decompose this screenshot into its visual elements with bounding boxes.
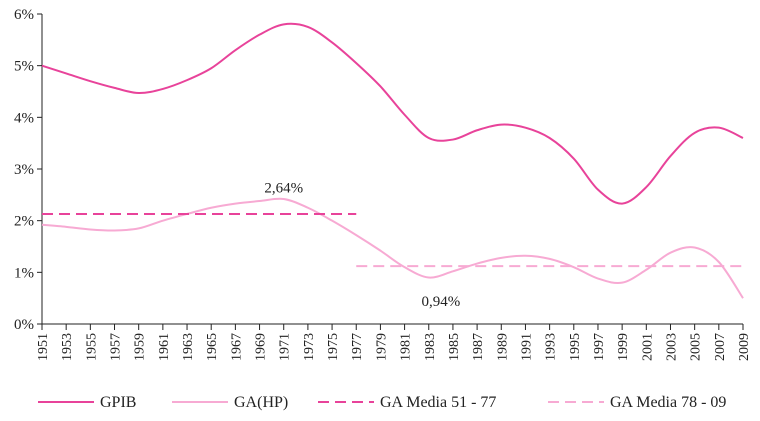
y-tick-label: 4% — [14, 110, 34, 126]
x-tick-label: 1993 — [544, 333, 559, 361]
y-tick-label: 1% — [14, 265, 34, 281]
x-tick-label: 2001 — [640, 333, 655, 361]
x-tick-label: 1985 — [447, 333, 462, 361]
series-lines — [41, 22, 744, 299]
x-axis-ticks: 1951 1953 1955 1957 1959 1961 1963 1965 1967 1969… — [36, 324, 752, 361]
x-tick-label: 1955 — [84, 333, 99, 361]
y-tick-label: 5% — [14, 59, 34, 75]
x-tick-label: 1997 — [592, 333, 607, 361]
y-tick-label: 0% — [14, 317, 34, 333]
x-tick-label: 1981 — [399, 333, 414, 361]
x-tick-label: 1957 — [109, 333, 124, 361]
y-tick-label: 6% — [14, 7, 34, 23]
legend-item-ga-media-78-09: GA Media 78 - 09 — [548, 394, 726, 411]
x-tick-label: 1973 — [302, 333, 317, 361]
x-tick-label: 1991 — [519, 333, 534, 361]
legend-label: GA Media 78 - 09 — [610, 394, 726, 411]
x-tick-label: 1965 — [205, 333, 220, 361]
y-tick-label: 3% — [14, 162, 34, 178]
x-tick-label: 1999 — [616, 333, 631, 361]
y-tick-label: 2% — [14, 214, 34, 230]
x-tick-label: 2005 — [689, 333, 704, 361]
x-tick-label: 1959 — [133, 333, 148, 361]
x-tick-label: 2009 — [737, 333, 752, 361]
x-tick-label: 1963 — [181, 333, 196, 361]
x-tick-label: 2007 — [713, 333, 728, 361]
x-tick-label: 1971 — [278, 333, 293, 361]
x-tick-label: 1987 — [471, 333, 486, 361]
x-tick-label: 1977 — [350, 333, 365, 361]
legend-label: GA(HP) — [234, 394, 288, 411]
annotation-label: 0,94% — [421, 294, 460, 310]
x-tick-label: 1979 — [374, 333, 389, 361]
x-tick-label: 1983 — [423, 333, 438, 361]
axes — [41, 14, 743, 325]
annotations: 2,64% 0,94% — [264, 181, 460, 310]
x-tick-label: 1989 — [495, 333, 510, 361]
series-line-gpib — [41, 22, 744, 205]
legend-label: GPIB — [100, 394, 136, 411]
x-tick-label: 1995 — [568, 333, 583, 361]
legend-item-ga-media-51-77: GA Media 51 - 77 — [318, 394, 496, 411]
x-tick-label: 1969 — [254, 333, 269, 361]
legend-item-gpib: GPIB — [38, 394, 136, 411]
x-tick-label: 1953 — [60, 333, 75, 361]
x-tick-label: 1951 — [36, 333, 51, 361]
series-line-ga-hp — [41, 197, 744, 299]
legend-item-ga-hp: GA(HP) — [172, 394, 288, 411]
x-tick-label: 2003 — [664, 333, 679, 361]
legend: GPIB GA(HP) GA Media 51 - 77 GA Media 78 - … — [38, 394, 726, 411]
x-tick-label: 1975 — [326, 333, 341, 361]
x-tick-label: 1967 — [229, 333, 244, 361]
y-axis-ticks: 0% 1% 2% 3% 4% 5% 6% — [14, 7, 42, 333]
x-tick-label: 1961 — [157, 333, 172, 361]
annotation-label: 2,64% — [264, 181, 303, 197]
legend-label: GA Media 51 - 77 — [380, 394, 496, 411]
